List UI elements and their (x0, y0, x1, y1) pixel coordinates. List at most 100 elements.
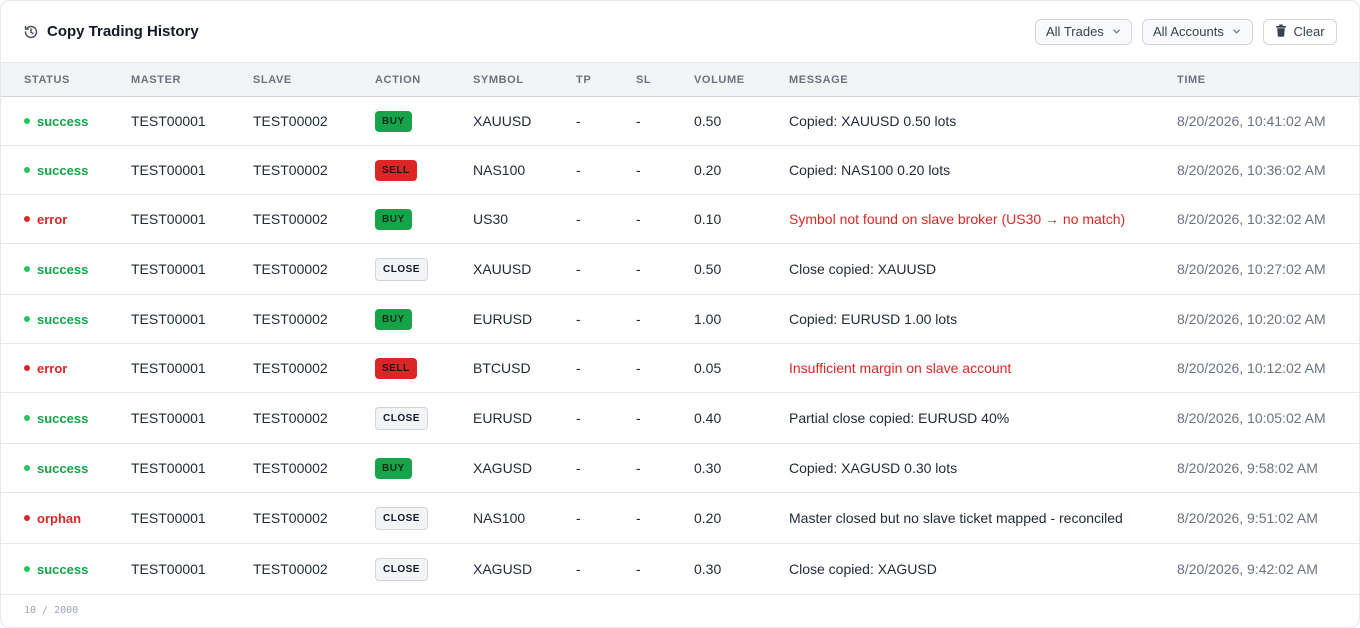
clear-button-label: Clear (1293, 24, 1325, 39)
column-header-volume[interactable]: VOLUME (694, 62, 789, 97)
time-cell: 8/20/2026, 10:36:02 AM (1177, 162, 1326, 178)
time-cell: 8/20/2026, 10:12:02 AM (1177, 360, 1326, 376)
sl-cell: - (636, 561, 641, 577)
table-row[interactable]: success TEST00001 TEST00002 SELL NAS100 - - 0.2… (1, 146, 1359, 195)
accounts-filter-select[interactable]: All Accounts (1142, 18, 1253, 45)
action-cell: BUY (375, 444, 473, 493)
slave-cell: TEST00002 (253, 311, 328, 327)
slave-cell: TEST00002 (253, 360, 328, 376)
trades-filter-select[interactable]: All Trades (1035, 18, 1132, 45)
master-cell: TEST00001 (131, 211, 206, 227)
column-header-tp[interactable]: TP (576, 62, 636, 97)
history-icon (23, 24, 39, 40)
slave-cell: TEST00002 (253, 162, 328, 178)
action-cell: CLOSE (375, 493, 473, 544)
sl-cell: - (636, 410, 641, 426)
status-dot-icon (24, 465, 30, 471)
chevron-down-icon (1232, 24, 1241, 39)
column-header-message[interactable]: MESSAGE (789, 62, 1177, 97)
action-cell: SELL (375, 344, 473, 393)
message-cell: Copied: XAUUSD 0.50 lots (789, 113, 957, 129)
clear-button[interactable]: Clear (1263, 18, 1337, 45)
volume-cell: 0.50 (694, 261, 722, 277)
column-header-action[interactable]: ACTION (375, 62, 473, 97)
status-label: success (37, 162, 89, 178)
status-indicator: success (24, 411, 131, 426)
chevron-down-icon (1112, 24, 1121, 39)
master-cell: TEST00001 (131, 113, 206, 129)
tp-cell: - (576, 211, 581, 227)
table-body: success TEST00001 TEST00002 BUY XAUUSD - - 0.50… (1, 97, 1359, 595)
volume-cell: 0.05 (694, 360, 722, 376)
status-dot-icon (24, 365, 30, 371)
table-row[interactable]: success TEST00001 TEST00002 CLOSE XAGUSD - - 0.… (1, 544, 1359, 595)
status-indicator: error (24, 361, 131, 376)
status-cell: success (1, 97, 131, 146)
volume-cell: 1.00 (694, 311, 722, 327)
page-title: Copy Trading History (47, 23, 199, 40)
volume-cell: 0.20 (694, 510, 722, 526)
master-cell: TEST00001 (131, 561, 206, 577)
column-header-sl[interactable]: SL (636, 62, 694, 97)
sl-cell: - (636, 211, 641, 227)
symbol-cell: XAUUSD (473, 261, 532, 277)
status-dot-icon (24, 266, 30, 272)
time-cell: 8/20/2026, 9:51:02 AM (1177, 510, 1318, 526)
action-badge: SELL (375, 159, 417, 181)
sl-cell: - (636, 311, 641, 327)
status-label: error (37, 360, 68, 376)
column-header-status[interactable]: STATUS (1, 62, 131, 97)
action-badge: CLOSE (375, 257, 428, 281)
slave-cell: TEST00002 (253, 113, 328, 129)
trash-icon (1275, 24, 1287, 40)
time-cell: 8/20/2026, 10:32:02 AM (1177, 211, 1326, 227)
status-label: success (37, 113, 89, 129)
column-header-master[interactable]: MASTER (131, 62, 253, 97)
status-indicator: success (24, 262, 131, 277)
status-dot-icon (24, 216, 30, 222)
status-cell: success (1, 444, 131, 493)
slave-cell: TEST00002 (253, 211, 328, 227)
status-cell: success (1, 295, 131, 344)
status-dot-icon (24, 316, 30, 322)
status-indicator: orphan (24, 511, 131, 526)
slave-cell: TEST00002 (253, 410, 328, 426)
time-cell: 8/20/2026, 10:27:02 AM (1177, 261, 1326, 277)
table-row[interactable]: error TEST00001 TEST00002 BUY US30 - - 0.10 Symb… (1, 195, 1359, 244)
volume-cell: 0.40 (694, 410, 722, 426)
tp-cell: - (576, 113, 581, 129)
table-row[interactable]: success TEST00001 TEST00002 BUY EURUSD - - 1.00… (1, 295, 1359, 344)
tp-cell: - (576, 162, 581, 178)
tp-cell: - (576, 360, 581, 376)
status-cell: orphan (1, 493, 131, 544)
trades-filter-label: All Trades (1046, 24, 1104, 39)
time-cell: 8/20/2026, 9:42:02 AM (1177, 561, 1318, 577)
status-dot-icon (24, 167, 30, 173)
action-badge: BUY (375, 308, 412, 330)
status-dot-icon (24, 415, 30, 421)
slave-cell: TEST00002 (253, 510, 328, 526)
table-row[interactable]: orphan TEST00001 TEST00002 CLOSE NAS100 - - 0.2… (1, 493, 1359, 544)
status-label: success (37, 561, 89, 577)
status-cell: success (1, 393, 131, 444)
symbol-cell: US30 (473, 211, 509, 227)
sl-cell: - (636, 460, 641, 476)
status-cell: success (1, 544, 131, 595)
column-header-symbol[interactable]: SYMBOL (473, 62, 576, 97)
table-row[interactable]: success TEST00001 TEST00002 CLOSE XAUUSD - - 0.… (1, 244, 1359, 295)
action-cell: BUY (375, 195, 473, 244)
volume-cell: 0.30 (694, 561, 722, 577)
tp-cell: - (576, 261, 581, 277)
master-cell: TEST00001 (131, 261, 206, 277)
table-row[interactable]: success TEST00001 TEST00002 BUY XAGUSD - - 0.30… (1, 444, 1359, 493)
table-row[interactable]: error TEST00001 TEST00002 SELL BTCUSD - - 0.05 I… (1, 344, 1359, 393)
column-header-time[interactable]: TIME (1177, 62, 1359, 97)
table-row[interactable]: success TEST00001 TEST00002 CLOSE EURUSD - - 0.… (1, 393, 1359, 444)
symbol-cell: EURUSD (473, 410, 533, 426)
action-cell: CLOSE (375, 544, 473, 595)
message-cell: Copied: NAS100 0.20 lots (789, 162, 951, 178)
status-dot-icon (24, 566, 30, 572)
table-row[interactable]: success TEST00001 TEST00002 BUY XAUUSD - - 0.50… (1, 97, 1359, 146)
column-header-slave[interactable]: SLAVE (253, 62, 375, 97)
